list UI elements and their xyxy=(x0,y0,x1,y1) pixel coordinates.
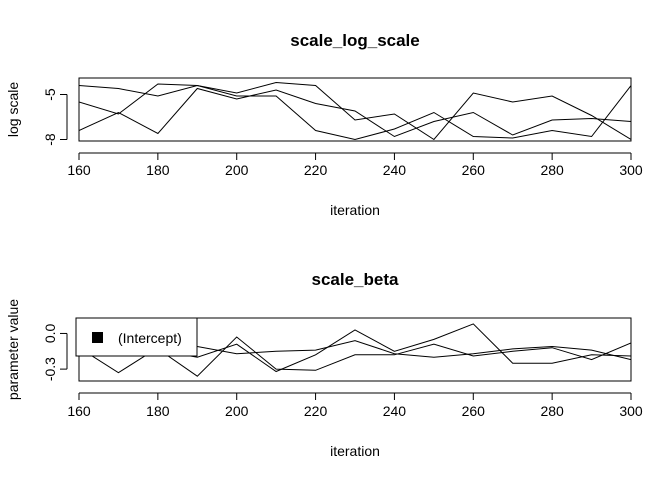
y-tick-label: -8 xyxy=(42,133,58,146)
x-axis-label: iteration xyxy=(330,202,380,218)
x-tick-label: 300 xyxy=(619,162,643,178)
y-axis-label: parameter value xyxy=(5,299,21,400)
chart-title: scale_log_scale xyxy=(290,31,419,50)
chart-panel-beta: scale_beta 160 180 200 220 240 260 280 300 iterat… xyxy=(5,270,643,459)
series-line-1 xyxy=(79,81,631,141)
chart-panel-log-scale: scale_log_scale 160 180 200 220 240 260 280 300 i… xyxy=(5,31,643,218)
x-tick-label: 220 xyxy=(304,403,328,419)
legend-swatch xyxy=(92,332,103,343)
x-tick-label: 220 xyxy=(304,162,328,178)
x-tick-label: 200 xyxy=(225,403,249,419)
x-tick-label: 240 xyxy=(383,162,407,178)
x-tick-label: 180 xyxy=(146,403,170,419)
x-tick-label: 160 xyxy=(67,403,91,419)
legend-entry-label: (Intercept) xyxy=(118,330,182,346)
series-line-3 xyxy=(79,87,631,138)
x-tick-label: 280 xyxy=(540,162,564,178)
y-tick-label: -0.3 xyxy=(42,357,58,381)
x-tick-label: 260 xyxy=(462,403,486,419)
plot-frame xyxy=(78,77,632,142)
x-tick-label: 260 xyxy=(462,162,486,178)
x-tick-label: 240 xyxy=(383,403,407,419)
x-tick-label: 280 xyxy=(540,403,564,419)
x-tick-label: 300 xyxy=(619,403,643,419)
x-axis-label: iteration xyxy=(330,443,380,459)
series-line-2 xyxy=(79,83,631,141)
chart-title: scale_beta xyxy=(312,270,399,289)
y-tick-label: 0.0 xyxy=(42,324,58,344)
series-line-2 xyxy=(79,336,631,377)
x-tick-label: 180 xyxy=(146,162,170,178)
y-tick-label: -5 xyxy=(42,88,58,101)
x-tick-label: 160 xyxy=(67,162,91,178)
y-axis-label: log scale xyxy=(5,82,21,137)
x-tick-label: 200 xyxy=(225,162,249,178)
